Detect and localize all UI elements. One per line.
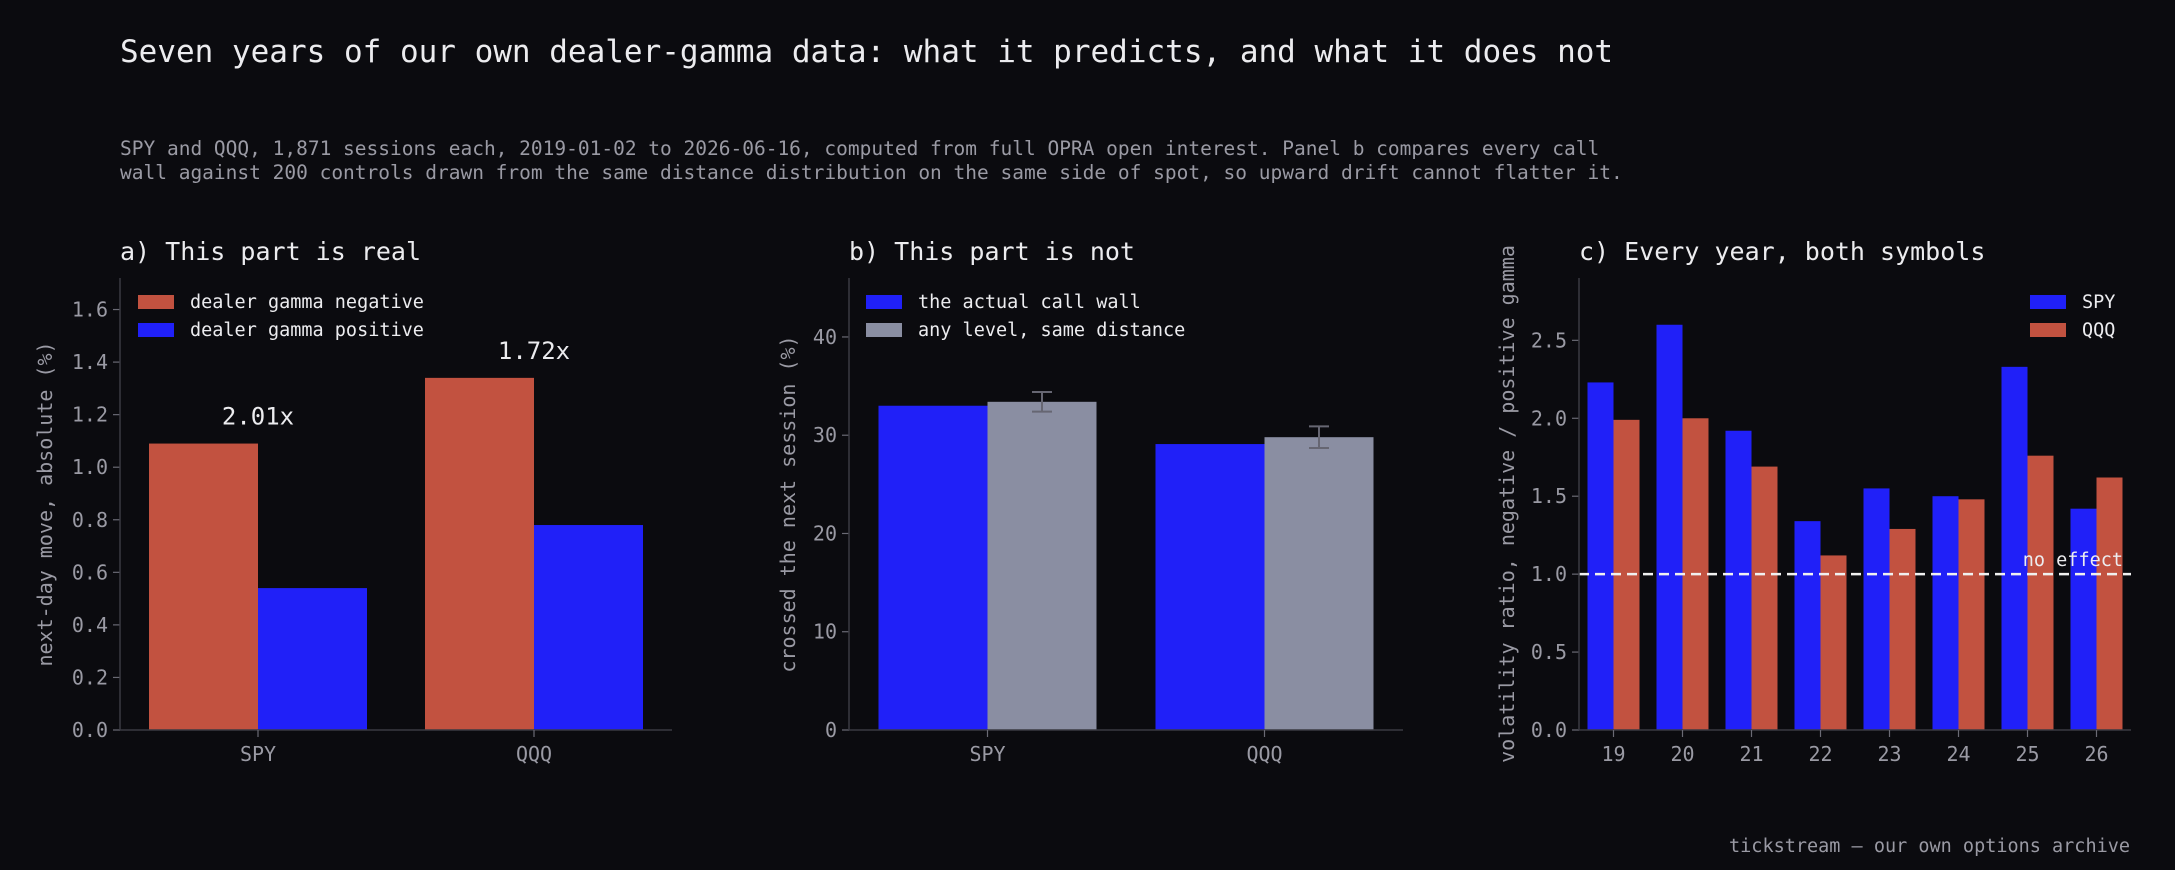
panel-1-title: b) This part is not bbox=[849, 237, 1135, 266]
panel-2-bar-spy-21 bbox=[1725, 430, 1752, 730]
panel-2-y-tick-label: 2.5 bbox=[1531, 328, 1567, 352]
panel-2-x-tick-label: 26 bbox=[2084, 742, 2108, 766]
panel-2-title: c) Every year, both symbols bbox=[1579, 237, 1985, 266]
panel-2-bar-qqq-26 bbox=[2096, 477, 2123, 730]
panel-1-bar-the-actual-call-wall-qqq bbox=[1155, 444, 1265, 730]
panel-0-y-tick-label: 1.0 bbox=[72, 455, 108, 479]
panel-2-legend-swatch bbox=[2030, 323, 2066, 337]
panel-2-legend-label: QQQ bbox=[2082, 320, 2115, 341]
panel-0-y-tick-label: 0.8 bbox=[72, 508, 108, 532]
figure-title: Seven years of our own dealer-gamma data… bbox=[120, 34, 1613, 70]
panel-1-legend-label: any level, same distance bbox=[918, 320, 1185, 341]
panel-1-y-tick-label: 40 bbox=[813, 325, 837, 349]
panel-2-x-tick-label: 20 bbox=[1670, 742, 1694, 766]
panel-2-reference-label: no effect bbox=[2023, 550, 2123, 571]
panel-1-y-axis-label: crossed the next session (%) bbox=[776, 335, 800, 672]
panel-2-y-axis-label: volatility ratio, negative / positive ga… bbox=[1495, 245, 1519, 763]
panel-1-bar-any-level-same-distance-qqq bbox=[1264, 437, 1374, 730]
panel-1-y-tick-label: 10 bbox=[813, 620, 837, 644]
panel-2-x-tick-label: 21 bbox=[1739, 742, 1763, 766]
panel-0-y-tick-label: 0.6 bbox=[72, 560, 108, 584]
panel-0-y-tick-label: 1.4 bbox=[72, 350, 108, 374]
panel-0-y-tick-label: 1.2 bbox=[72, 403, 108, 427]
panel-0-legend-swatch bbox=[138, 295, 174, 309]
panel-2-x-tick-label: 24 bbox=[1946, 742, 1970, 766]
panel-2-x-tick-label: 23 bbox=[1877, 742, 1901, 766]
panel-0-y-tick-label: 0.4 bbox=[72, 613, 108, 637]
panel-1-legend-swatch bbox=[866, 295, 902, 309]
panel-0-x-tick-label: QQQ bbox=[516, 742, 552, 766]
panel-0-legend-label: dealer gamma negative bbox=[190, 292, 424, 313]
panel-2-bar-spy-25 bbox=[2001, 366, 2028, 730]
panel-2-bar-spy-23 bbox=[1863, 488, 1890, 730]
panel-0-ratio-label: 1.72x bbox=[498, 337, 570, 365]
panel-0-ratio-label: 2.01x bbox=[222, 403, 294, 431]
panel-0-legend-label: dealer gamma positive bbox=[190, 320, 424, 341]
panel-2-bar-spy-19 bbox=[1587, 382, 1614, 730]
panel-1-y-tick-label: 30 bbox=[813, 423, 837, 447]
panel-1-legend-swatch bbox=[866, 323, 902, 337]
panel-2-x-tick-label: 22 bbox=[1808, 742, 1832, 766]
figure-footer: tickstream — our own options archive bbox=[1729, 836, 2130, 857]
panel-2-legend-label: SPY bbox=[2082, 292, 2115, 313]
panel-0-y-axis-label: next-day move, absolute (%) bbox=[33, 341, 57, 666]
panel-0-y-tick-label: 0.2 bbox=[72, 665, 108, 689]
panel-2-x-tick-label: 19 bbox=[1601, 742, 1625, 766]
panel-2-bar-qqq-22 bbox=[1820, 555, 1847, 730]
panel-0-y-tick-label: 1.6 bbox=[72, 298, 108, 322]
panel-2-x-tick-label: 25 bbox=[2015, 742, 2039, 766]
panel-2-bar-qqq-21 bbox=[1751, 466, 1778, 730]
panel-2-bar-spy-26 bbox=[2070, 508, 2097, 730]
panel-2-bar-spy-22 bbox=[1794, 521, 1821, 730]
panel-1-y-tick-label: 20 bbox=[813, 521, 837, 545]
panel-2-bar-qqq-24 bbox=[1958, 499, 1985, 730]
panel-2-bar-spy-24 bbox=[1932, 496, 1959, 730]
panel-1-x-tick-label: SPY bbox=[969, 742, 1005, 766]
panel-0-bar-dealer-gamma-negative-qqq bbox=[425, 377, 534, 730]
panel-2-legend-swatch bbox=[2030, 295, 2066, 309]
panel-1-x-tick-label: QQQ bbox=[1246, 742, 1282, 766]
panel-0-bar-dealer-gamma-negative-spy bbox=[149, 443, 258, 730]
figure-subtitle-line-2: wall against 200 controls drawn from the… bbox=[120, 161, 1623, 184]
panel-1-bar-any-level-same-distance-spy bbox=[987, 401, 1097, 730]
panel-0-y-tick-label: 0.0 bbox=[72, 718, 108, 742]
panel-2-y-tick-label: 1.0 bbox=[1531, 562, 1567, 586]
panel-1-bar-the-actual-call-wall-spy bbox=[878, 405, 988, 730]
panel-2-y-tick-label: 0.0 bbox=[1531, 718, 1567, 742]
panel-2-y-tick-label: 1.5 bbox=[1531, 484, 1567, 508]
panel-2-bar-spy-20 bbox=[1656, 324, 1683, 730]
panel-0-bar-dealer-gamma-positive-spy bbox=[258, 588, 367, 730]
panel-2-bar-qqq-23 bbox=[1889, 528, 1916, 730]
panel-1-y-tick-label: 0 bbox=[825, 718, 837, 742]
panel-2-y-tick-label: 0.5 bbox=[1531, 640, 1567, 664]
panel-0-x-tick-label: SPY bbox=[240, 742, 276, 766]
panel-0-bar-dealer-gamma-positive-qqq bbox=[534, 525, 643, 730]
panel-0-title: a) This part is real bbox=[120, 237, 421, 266]
panel-1-legend-label: the actual call wall bbox=[918, 292, 1141, 313]
panel-2-y-tick-label: 2.0 bbox=[1531, 406, 1567, 430]
figure-subtitle-line-1: SPY and QQQ, 1,871 sessions each, 2019-0… bbox=[120, 137, 1599, 160]
panel-2-bar-qqq-25 bbox=[2027, 455, 2054, 730]
panel-0-legend-swatch bbox=[138, 323, 174, 337]
